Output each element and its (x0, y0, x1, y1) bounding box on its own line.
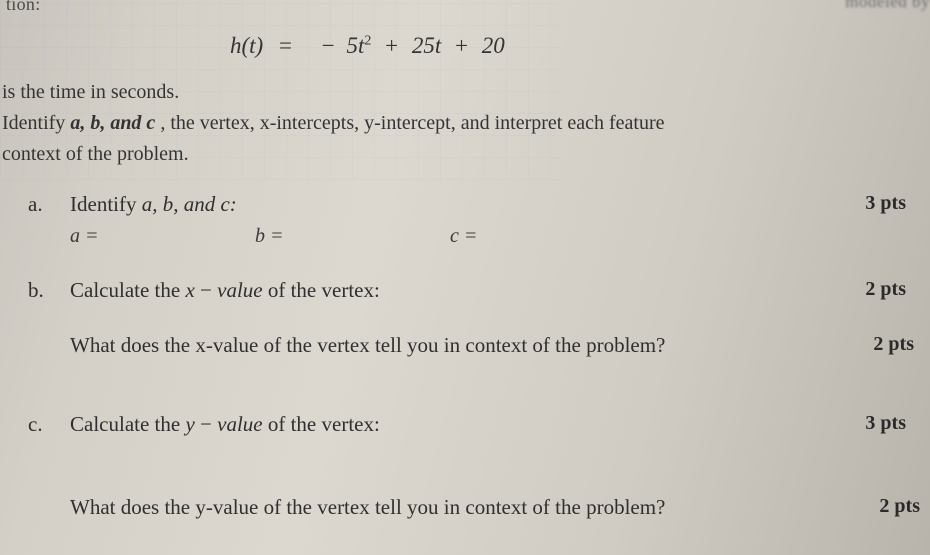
question-c-prompt: Calculate the y − value of the vertex: (70, 412, 380, 436)
exponent-2: 2 (364, 33, 371, 48)
a-equals: a = (70, 225, 250, 248)
question-c-suffix: of the vertex: (263, 412, 380, 436)
question-a-prompt-em: a, b, and c: (142, 192, 237, 216)
term-a: 5t (346, 33, 364, 58)
equation-lhs: h(t) (230, 33, 263, 58)
question-c-prefix: Calculate the (70, 412, 185, 436)
question-b-suffix: of the vertex: (263, 278, 380, 302)
question-b-var: x (185, 278, 194, 302)
questions-block: a. Identify a, b, and c: 3 pts a = b = c… (0, 192, 912, 520)
question-a-letter: a. (28, 192, 43, 217)
question-a-points: 3 pts (865, 192, 906, 215)
question-b-word: value (217, 278, 262, 302)
intro-abc-em: a, b, and c (70, 112, 155, 134)
equation: h(t) = − 5t2 + 25t + 20 (0, 33, 912, 59)
c-equals: c = (450, 225, 477, 248)
question-c-letter: c. (28, 412, 43, 437)
question-b: b. Calculate the x − value of the vertex… (0, 278, 912, 303)
b-equals: b = (255, 225, 445, 248)
question-b-mid: − (195, 278, 217, 302)
question-c-sub-prompt: What does the y-value of the vertex tell… (70, 495, 665, 519)
question-b-letter: b. (28, 278, 44, 303)
question-a-prompt-prefix: Identify (70, 192, 142, 216)
question-b-points: 2 pts (865, 278, 906, 301)
question-c-var: y (185, 412, 194, 436)
minus-sign: − (322, 33, 335, 58)
intro-text: is the time in seconds. Identify a, b, a… (0, 77, 912, 170)
intro-line-2: Identify a, b, and c , the vertex, x-int… (2, 108, 912, 139)
question-c-sub: What does the y-value of the vertex tell… (0, 495, 912, 520)
question-b-sub-prompt: What does the x-value of the vertex tell… (70, 333, 665, 357)
question-c-mid: − (195, 412, 217, 436)
term-c: 20 (482, 33, 505, 58)
plus-sign-1: + (385, 33, 398, 58)
abc-answer-row: a = b = c = (70, 225, 912, 248)
question-b-prompt: Calculate the x − value of the vertex: (70, 278, 380, 302)
question-b-sub: What does the x-value of the vertex tell… (0, 333, 912, 358)
question-c: c. Calculate the y − value of the vertex… (0, 412, 912, 437)
plus-sign-2: + (455, 33, 468, 58)
intro-line-3: context of the problem. (2, 139, 912, 170)
question-c-word: value (217, 412, 262, 436)
intro-line-2-prefix: Identify (2, 112, 70, 134)
worksheet-page: modeled by tion: h(t) = − 5t2 + 25t + 20… (0, 0, 930, 555)
equals-sign: = (279, 33, 292, 58)
question-c-points: 3 pts (865, 412, 906, 435)
question-c-sub-points: 2 pts (879, 495, 920, 518)
intro-line-1: is the time in seconds. (2, 77, 912, 108)
cutoff-text-top-right: modeled by (845, 0, 930, 12)
cutoff-text-top-left: tion: (0, 0, 912, 15)
intro-line-2-suffix: , the vertex, x-intercepts, y-intercept,… (155, 112, 664, 134)
question-a-prompt: Identify a, b, and c: (70, 192, 237, 216)
question-b-prefix: Calculate the (70, 278, 185, 302)
question-b-sub-points: 2 pts (873, 333, 914, 356)
term-b: 25t (412, 33, 441, 58)
question-a: a. Identify a, b, and c: 3 pts a = b = c… (0, 192, 912, 248)
